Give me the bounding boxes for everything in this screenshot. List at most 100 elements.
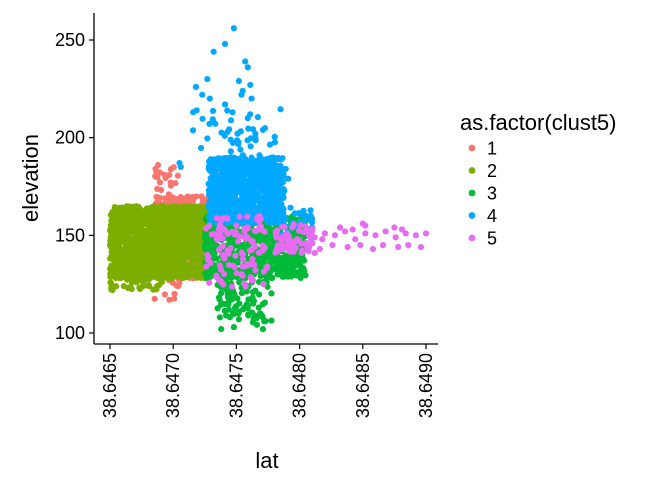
- data-point-series-2: [132, 203, 140, 210]
- data-point-series-4: [271, 133, 278, 140]
- data-point-series-2: [158, 279, 165, 286]
- data-point-series-3: [266, 253, 273, 260]
- data-point-series-4: [252, 192, 259, 200]
- data-point-series-4: [306, 216, 313, 223]
- data-point-series-1: [174, 172, 181, 179]
- data-point-series-2: [148, 204, 155, 211]
- data-point-series-4: [210, 48, 217, 55]
- data-point-series-2: [119, 222, 127, 229]
- data-point-series-5: [285, 244, 292, 252]
- data-point-series-2: [123, 240, 130, 247]
- data-point-series-4: [268, 154, 275, 161]
- data-point-series-1: [175, 283, 182, 290]
- data-point-series-5: [242, 233, 250, 240]
- data-point-series-4: [218, 129, 225, 136]
- data-point-series-3: [202, 236, 209, 243]
- data-point-series-3: [278, 260, 285, 267]
- x-tick-label: 38.6480: [290, 353, 310, 418]
- data-point-series-4: [177, 163, 184, 171]
- data-point-series-3: [253, 321, 261, 328]
- data-point-series-2: [135, 244, 142, 251]
- data-point-series-5: [215, 276, 223, 283]
- data-point-series-5: [278, 234, 286, 241]
- data-point-series-5: [305, 248, 312, 255]
- data-point-series-3: [277, 254, 285, 262]
- x-tick-label: 38.6470: [163, 353, 183, 418]
- data-point-series-2: [128, 227, 136, 234]
- data-point-series-5: [239, 256, 247, 263]
- data-point-series-2: [165, 209, 172, 216]
- legend-items: 12 34 5: [468, 139, 497, 249]
- data-point-series-5: [272, 249, 279, 256]
- data-point-series-1: [156, 179, 164, 186]
- data-point-series-5: [261, 228, 268, 235]
- data-point-series-2: [117, 259, 124, 266]
- data-point-series-2: [114, 245, 121, 252]
- data-point-series-2: [115, 204, 123, 212]
- data-point-series-2: [138, 217, 145, 224]
- data-point-series-5: [402, 230, 409, 237]
- data-point-series-3: [205, 244, 212, 251]
- data-point-series-4: [252, 130, 259, 137]
- data-point-series-2: [138, 235, 145, 242]
- data-point-series-4: [285, 175, 292, 182]
- data-point-series-2: [116, 274, 123, 282]
- data-point-series-2: [126, 206, 134, 214]
- data-point-series-2: [197, 253, 204, 261]
- data-point-series-4: [269, 212, 277, 219]
- data-point-series-5: [300, 229, 307, 236]
- data-point-series-4: [225, 201, 233, 208]
- data-point-series-2: [135, 210, 142, 218]
- legend-label-2: 2: [487, 161, 497, 181]
- data-point-series-3: [280, 267, 287, 274]
- legend-key-1: [468, 144, 476, 152]
- data-point-series-5: [207, 259, 214, 267]
- data-point-series-4: [235, 77, 243, 85]
- data-point-series-1: [156, 194, 163, 201]
- data-point-series-4: [204, 135, 211, 142]
- x-tick-label: 38.6490: [416, 353, 436, 418]
- data-point-series-4: [259, 126, 267, 133]
- legend-label-5: 5: [487, 229, 497, 249]
- data-point-series-2: [113, 252, 121, 260]
- data-point-series-4: [192, 83, 200, 90]
- data-point-series-4: [244, 115, 251, 122]
- data-point-series-2: [161, 252, 168, 259]
- data-point-series-2: [165, 267, 173, 274]
- data-point-series-2: [195, 268, 202, 275]
- data-point-series-4: [254, 114, 261, 121]
- data-point-series-1: [158, 186, 165, 194]
- data-point-series-4: [237, 146, 244, 153]
- data-point-series-5: [256, 213, 263, 220]
- data-point-series-4: [214, 204, 221, 211]
- data-point-series-2: [153, 274, 160, 281]
- data-point-series-4: [275, 165, 282, 173]
- data-point-series-4: [209, 205, 217, 212]
- data-point-series-2: [122, 209, 129, 216]
- data-point-series-4: [234, 174, 241, 181]
- data-point-series-4: [249, 177, 256, 184]
- data-point-series-5: [252, 267, 259, 274]
- data-point-series-4: [248, 95, 255, 102]
- data-point-series-4: [278, 177, 285, 184]
- data-point-series-4: [193, 107, 200, 114]
- data-point-series-4: [214, 179, 222, 186]
- data-point-series-4: [206, 120, 213, 127]
- data-point-series-5: [398, 226, 406, 233]
- data-point-series-4: [197, 144, 205, 152]
- data-point-series-5: [260, 280, 267, 288]
- data-point-series-2: [175, 260, 182, 267]
- data-point-series-4: [206, 95, 213, 102]
- data-point-series-1: [171, 290, 178, 298]
- data-point-series-4: [257, 161, 264, 169]
- data-point-series-2: [150, 224, 157, 232]
- data-point-series-5: [259, 247, 266, 254]
- data-point-series-3: [231, 291, 238, 298]
- data-point-series-5: [392, 234, 399, 241]
- data-point-series-2: [181, 217, 188, 224]
- data-point-series-2: [120, 283, 127, 290]
- data-point-series-5: [216, 234, 223, 241]
- data-point-series-4: [229, 109, 236, 116]
- data-point-series-2: [179, 259, 187, 267]
- data-point-series-2: [127, 222, 134, 229]
